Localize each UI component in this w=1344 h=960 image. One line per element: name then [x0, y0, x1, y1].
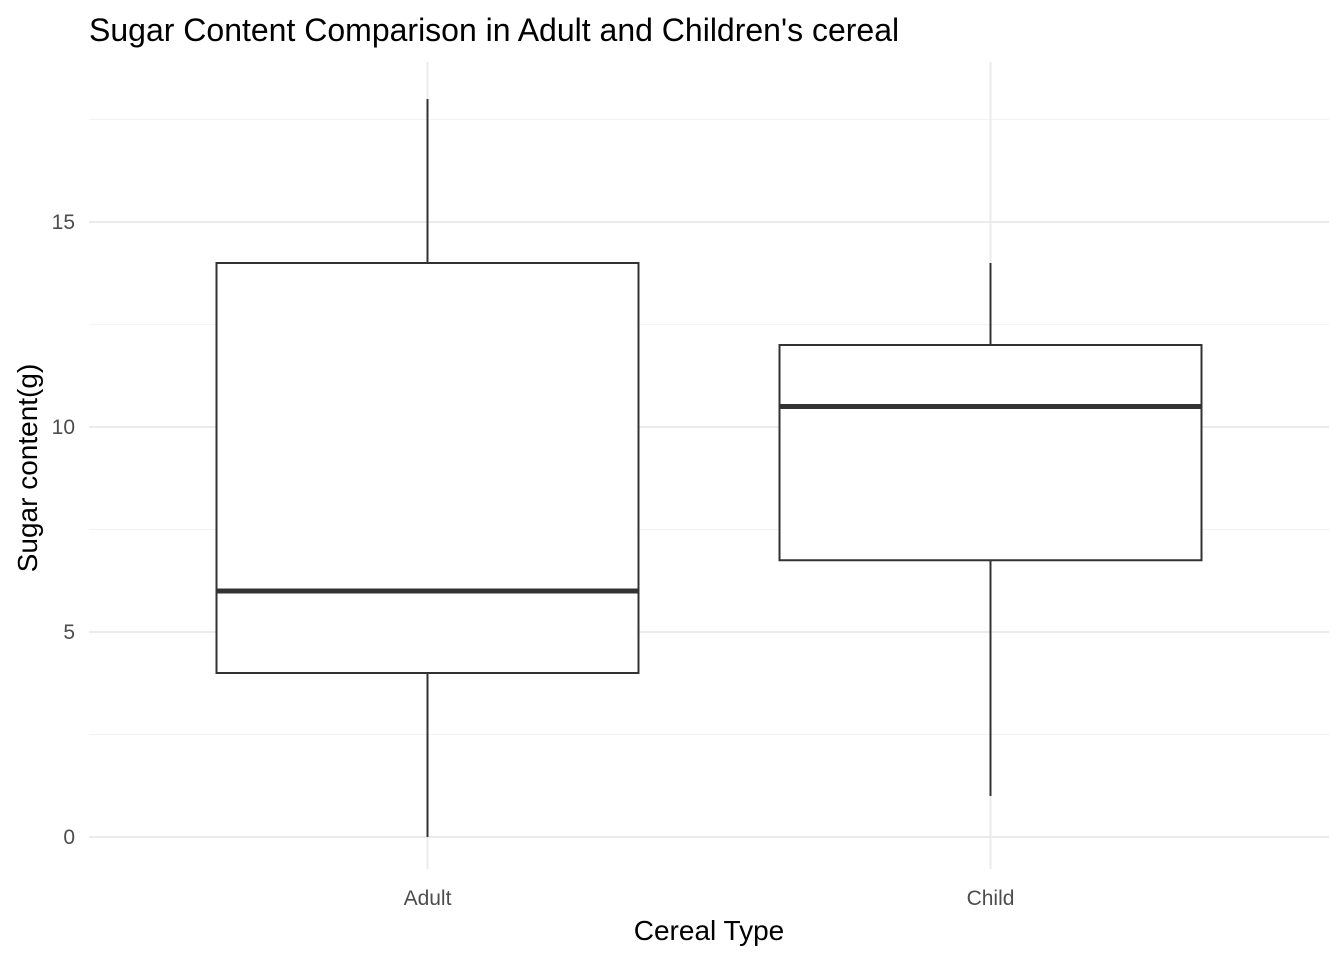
y-tick-label: 15: [52, 211, 75, 234]
y-axis-title: Sugar content(g): [12, 364, 43, 573]
y-tick-label: 0: [63, 826, 75, 849]
iqr-box: [778, 344, 1203, 562]
chart-title: Sugar Content Comparison in Adult and Ch…: [89, 12, 899, 48]
y-tick-label: 10: [52, 416, 75, 439]
iqr-box: [215, 262, 640, 674]
box-adult: [215, 99, 640, 837]
boxes: [215, 99, 1203, 837]
x-axis-title: Cereal Type: [634, 915, 784, 946]
x-tick-label: Child: [967, 887, 1015, 910]
x-tick-label: Adult: [404, 887, 452, 910]
tick-labels: 0 5 10 15 Adult Child: [52, 211, 1015, 910]
y-tick-label: 5: [63, 621, 75, 644]
box-child: [778, 263, 1203, 796]
